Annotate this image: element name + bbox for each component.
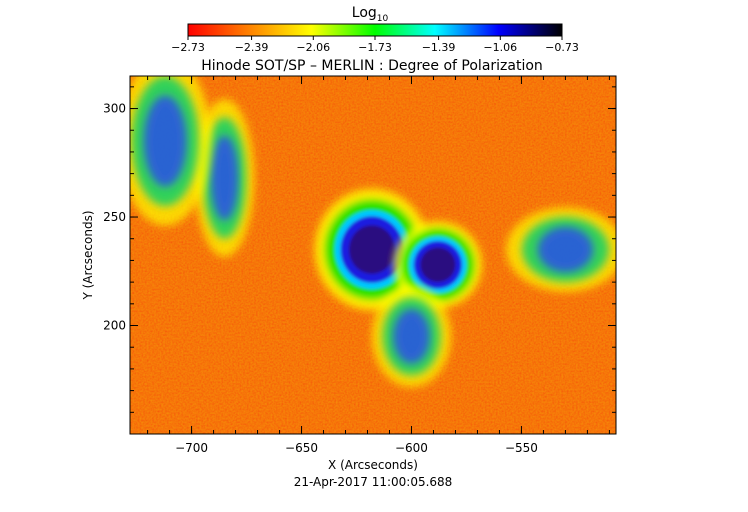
colorbar-tick-label: −2.73 — [171, 41, 205, 54]
y-axis: 200 250 300 — [103, 86, 616, 413]
y-tick-label: 250 — [103, 210, 126, 224]
y-tick-label: 200 — [103, 319, 126, 333]
colorbar — [187, 23, 563, 37]
x-axis: −700 −650 −600 −550 — [147, 76, 610, 455]
plot-frame — [129, 75, 617, 435]
colorbar-ticks: −2.73 −2.39 −2.06 −1.73 −1.39 −1.06 −0.73 — [171, 36, 579, 54]
colorbar-tick-label: −2.06 — [296, 41, 330, 54]
chart-title: Hinode SOT/SP – MERLIN : Degree of Polar… — [201, 58, 543, 74]
y-axis-label: Y (Arcseconds) — [81, 210, 95, 300]
plage-core — [143, 95, 187, 187]
timestamp: 21-Apr-2017 11:00:05.688 — [294, 475, 453, 489]
x-axis-label: X (Arcseconds) — [328, 458, 418, 472]
x-tick-label: −700 — [175, 441, 208, 455]
x-tick-label: −650 — [285, 441, 318, 455]
colorbar-label: Log10 — [352, 5, 389, 24]
sunspot-umbra — [349, 225, 395, 274]
x-tick-label: −550 — [505, 441, 538, 455]
colorbar-tick-label: −1.06 — [483, 41, 517, 54]
sunspot-umbra — [420, 247, 456, 283]
colorbar-tick-label: −0.73 — [545, 41, 579, 54]
plage-core — [537, 226, 594, 273]
colorbar-tick-label: −1.73 — [358, 41, 392, 54]
polarization-map — [130, 76, 616, 434]
plage-core — [210, 135, 239, 221]
x-tick-label: −600 — [395, 441, 428, 455]
colorbar-tick-label: −2.39 — [235, 41, 269, 54]
y-tick-label: 300 — [103, 102, 126, 116]
plage-core — [393, 309, 430, 364]
colorbar-tick-label: −1.39 — [422, 41, 456, 54]
